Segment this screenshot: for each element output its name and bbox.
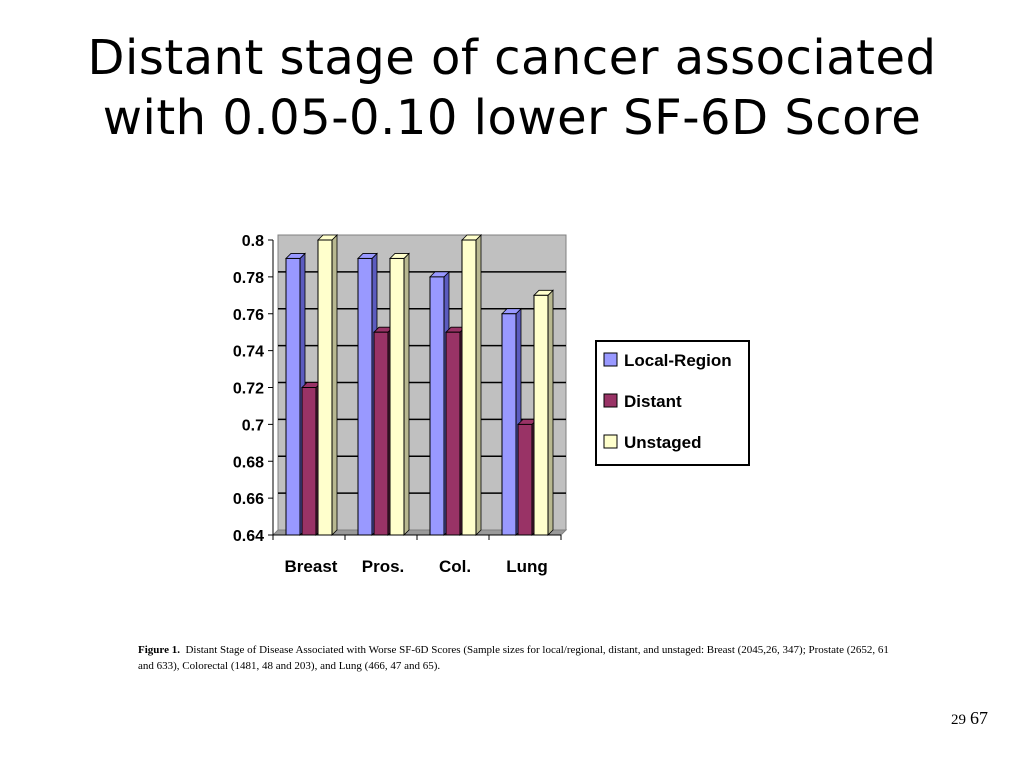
y-tick-label: 0.76 bbox=[233, 307, 264, 324]
bar bbox=[317, 239, 333, 536]
y-tick-label: 0.8 bbox=[242, 233, 264, 250]
x-category-label: Col. bbox=[439, 557, 471, 576]
x-category-label: Pros. bbox=[362, 557, 405, 576]
caption-text: Distant Stage of Disease Associated with… bbox=[138, 644, 889, 672]
bar bbox=[389, 257, 405, 536]
legend-swatch bbox=[603, 434, 618, 449]
page-number-large: 67 bbox=[970, 708, 988, 728]
bar-side bbox=[547, 289, 554, 536]
x-category-label: Lung bbox=[506, 557, 548, 576]
bar-side bbox=[475, 234, 482, 536]
page-number-small: 29 bbox=[951, 712, 966, 728]
legend-label: Distant bbox=[624, 392, 682, 411]
y-tick-label: 0.7 bbox=[242, 417, 264, 434]
y-tick-label: 0.64 bbox=[233, 528, 264, 545]
bar bbox=[301, 387, 317, 536]
legend-swatch bbox=[603, 352, 618, 367]
bar bbox=[429, 276, 445, 536]
legend-label: Local-Region bbox=[624, 351, 732, 370]
legend-box bbox=[595, 340, 750, 466]
legend-label: Unstaged bbox=[624, 433, 701, 452]
slide-title-line1: Distant stage of cancer associated bbox=[87, 30, 937, 86]
bar bbox=[533, 294, 549, 536]
legend-swatch bbox=[603, 393, 618, 408]
y-tick-label: 0.74 bbox=[233, 344, 264, 361]
figure-caption: Figure 1. Distant Stage of Disease Assoc… bbox=[138, 642, 898, 674]
page-number: 29 67 bbox=[951, 708, 988, 729]
y-tick-label: 0.72 bbox=[233, 381, 264, 398]
bar bbox=[373, 331, 389, 536]
y-tick-label: 0.66 bbox=[233, 491, 264, 508]
slide-title: Distant stage of cancer associated with … bbox=[0, 28, 1024, 148]
bar-side bbox=[403, 252, 410, 536]
x-category-label: Breast bbox=[285, 557, 338, 576]
slide-title-line2: with 0.05-0.10 lower SF-6D Score bbox=[102, 90, 922, 146]
bar bbox=[461, 239, 477, 536]
bar-side bbox=[331, 234, 338, 536]
y-tick-label: 0.68 bbox=[233, 454, 264, 471]
bar bbox=[501, 313, 517, 536]
y-tick-label: 0.78 bbox=[233, 270, 264, 287]
bar bbox=[285, 257, 301, 536]
bar bbox=[445, 331, 461, 536]
bar bbox=[357, 257, 373, 536]
bar bbox=[517, 423, 533, 536]
bar-chart: 0.64 0.66 0.68 0.7 0.72 0.74 0.76 0.78 0.8 Breast… bbox=[233, 233, 750, 576]
caption-label: Figure 1. bbox=[138, 644, 180, 656]
